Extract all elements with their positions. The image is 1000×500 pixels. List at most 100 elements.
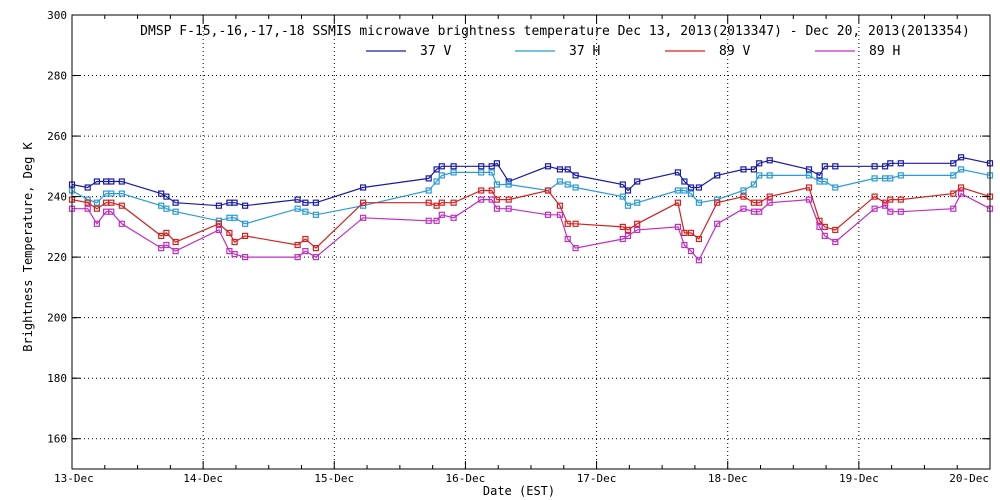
data-point — [634, 226, 641, 233]
data-point — [821, 163, 828, 170]
data-point — [750, 181, 758, 188]
data-point — [681, 187, 688, 194]
data-point — [438, 172, 445, 179]
data-point — [215, 226, 222, 233]
data-point — [634, 199, 641, 206]
data-point — [302, 208, 309, 215]
data-point — [312, 211, 319, 218]
data-point — [805, 196, 813, 203]
x-tick-label: 14-Dec — [183, 472, 223, 485]
data-point — [231, 238, 238, 246]
data-point — [634, 178, 641, 185]
data-point — [425, 217, 432, 224]
y-tick-label: 180 — [47, 372, 67, 385]
data-point — [93, 199, 101, 206]
data-point — [624, 232, 632, 239]
data-point — [714, 172, 721, 179]
data-point — [242, 220, 249, 227]
data-point — [360, 184, 367, 191]
data-point — [897, 208, 904, 215]
data-point — [425, 199, 432, 206]
data-point — [816, 172, 823, 179]
data-point — [564, 166, 571, 173]
legend-entry: 89 V — [665, 44, 750, 59]
data-point — [242, 202, 249, 209]
series-layer — [68, 154, 994, 264]
data-point — [687, 190, 695, 197]
x-tick-label: 20-Dec — [949, 472, 989, 485]
data-point — [93, 205, 101, 212]
data-point — [887, 175, 894, 182]
data-point — [681, 178, 688, 185]
data-point — [231, 214, 238, 221]
data-point — [766, 157, 773, 164]
data-point — [108, 190, 115, 197]
data-point — [84, 184, 91, 191]
data-point — [172, 238, 179, 246]
data-point — [438, 199, 445, 206]
data-point — [897, 160, 904, 167]
y-tick-label: 280 — [47, 70, 67, 83]
data-point — [360, 199, 367, 206]
data-point — [438, 163, 445, 170]
data-point — [425, 187, 432, 194]
y-axis-ticks: 160 180 200 220 240 260 280 300 — [47, 9, 990, 446]
y-tick-label: 260 — [47, 130, 67, 143]
data-point — [687, 184, 695, 191]
data-point — [242, 232, 249, 239]
data-point — [950, 205, 957, 212]
data-point — [871, 175, 878, 182]
data-point — [572, 172, 579, 179]
data-point — [950, 172, 957, 179]
data-point — [624, 202, 632, 209]
data-point — [756, 160, 763, 167]
data-point — [294, 205, 301, 212]
data-point — [84, 205, 91, 212]
data-point — [163, 205, 170, 212]
legend-entry: 37 V — [366, 44, 451, 59]
data-point — [674, 169, 682, 176]
data-point — [871, 163, 878, 170]
data-point — [619, 181, 626, 188]
data-point — [450, 169, 457, 176]
data-point — [360, 214, 367, 221]
y-axis-title: Brightness Temperature, Deg K — [21, 141, 35, 351]
data-point — [750, 166, 758, 173]
legend-entry: 37 H — [515, 44, 600, 59]
data-point — [493, 181, 500, 188]
data-point — [695, 184, 703, 191]
data-point — [957, 166, 965, 173]
data-point — [478, 187, 485, 194]
data-point — [887, 196, 894, 203]
data-point — [674, 187, 682, 194]
x-axis-ticks: 13-Dec 14-Dec 15-Dec 16-Dec 17-Dec 18-Dec 19-D… — [54, 15, 991, 485]
data-point — [887, 208, 894, 215]
data-point — [821, 178, 828, 185]
data-point — [108, 208, 115, 215]
series-89-h — [68, 190, 994, 264]
data-point — [433, 217, 440, 224]
data-point — [957, 190, 965, 197]
x-tick-label: 13-Dec — [54, 472, 94, 485]
y-tick-label: 220 — [47, 251, 67, 264]
data-point — [231, 251, 238, 258]
data-point — [163, 229, 170, 236]
data-point — [302, 248, 309, 255]
data-point — [294, 241, 301, 249]
data-point — [695, 235, 703, 243]
data-point — [505, 196, 512, 203]
data-point — [832, 238, 839, 246]
data-point — [714, 220, 721, 227]
data-point — [556, 178, 564, 185]
data-point — [118, 190, 125, 197]
x-tick-label: 18-Dec — [708, 472, 748, 485]
legend: 37 V 37 H 89 V 89 H — [366, 44, 900, 59]
data-point — [897, 172, 904, 179]
data-point — [93, 220, 101, 227]
data-point — [505, 181, 512, 188]
data-point — [108, 178, 115, 185]
data-point — [687, 229, 695, 236]
data-point — [215, 202, 222, 209]
data-point — [756, 172, 763, 179]
